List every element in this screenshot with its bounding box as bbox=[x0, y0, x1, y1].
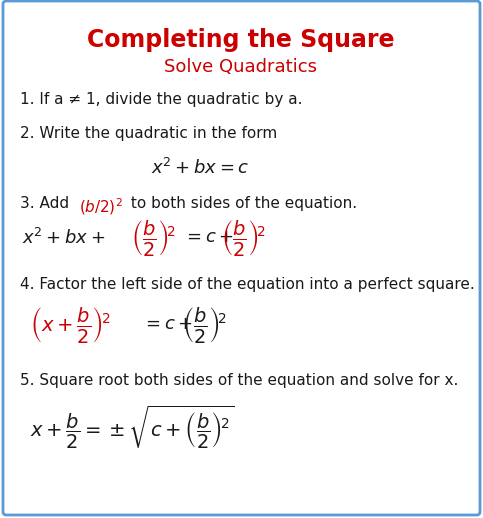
Text: $x^{2}+bx=c$: $x^{2}+bx=c$ bbox=[151, 158, 249, 178]
Text: $\left(\dfrac{b}{2}\right)^{\!2}$: $\left(\dfrac{b}{2}\right)^{\!2}$ bbox=[131, 218, 176, 258]
Text: $\left(\dfrac{b}{2}\right)^{\!2}$: $\left(\dfrac{b}{2}\right)^{\!2}$ bbox=[182, 305, 227, 345]
Text: 1. If a ≠ 1, divide the quadratic by a.: 1. If a ≠ 1, divide the quadratic by a. bbox=[20, 92, 302, 107]
Text: $\left(\dfrac{b}{2}\right)^{\!2}$: $\left(\dfrac{b}{2}\right)^{\!2}$ bbox=[221, 218, 266, 258]
FancyBboxPatch shape bbox=[3, 1, 480, 515]
Text: $x^{2}+bx+$: $x^{2}+bx+$ bbox=[22, 228, 105, 248]
Text: 2. Write the quadratic in the form: 2. Write the quadratic in the form bbox=[20, 126, 277, 141]
Text: $(b/2)^{2}$: $(b/2)^{2}$ bbox=[79, 196, 123, 217]
Text: to both sides of the equation.: to both sides of the equation. bbox=[126, 196, 357, 211]
Text: $=c+$: $=c+$ bbox=[183, 228, 234, 246]
Text: $x+\dfrac{b}{2}=\pm\sqrt{c+\left(\dfrac{b}{2}\right)^{\!2}}$: $x+\dfrac{b}{2}=\pm\sqrt{c+\left(\dfrac{… bbox=[30, 404, 234, 451]
Text: Completing the Square: Completing the Square bbox=[87, 28, 395, 52]
Text: 3. Add: 3. Add bbox=[20, 196, 74, 211]
Text: $\left(x+\dfrac{b}{2}\right)^{\!2}$: $\left(x+\dfrac{b}{2}\right)^{\!2}$ bbox=[30, 305, 110, 345]
Text: 5. Square root both sides of the equation and solve for x.: 5. Square root both sides of the equatio… bbox=[20, 373, 458, 388]
Text: 4. Factor the left side of the equation into a perfect square.: 4. Factor the left side of the equation … bbox=[20, 277, 475, 292]
Text: $=c+$: $=c+$ bbox=[142, 315, 193, 333]
Text: Solve Quadratics: Solve Quadratics bbox=[165, 58, 317, 76]
